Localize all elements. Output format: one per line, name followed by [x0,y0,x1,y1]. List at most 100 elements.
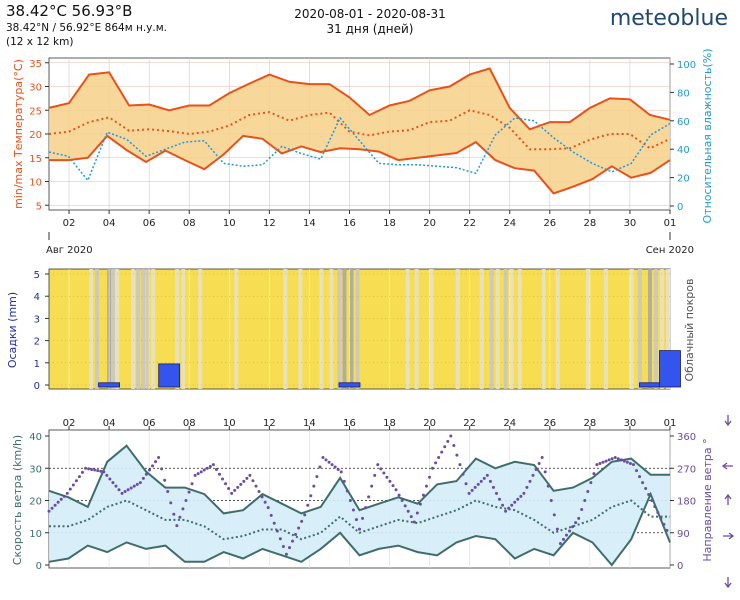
wind-direction-point [77,475,81,479]
cloud-cover-stripe [146,269,151,389]
wind-direction-point [589,481,593,485]
cloud-cover-stripe [298,269,303,389]
direction-ytick-label: 0 [677,561,683,572]
wind-direction-point [50,506,54,510]
precip-bar [639,382,661,388]
wind-direction-point [324,458,328,462]
wind-direction-point [558,542,562,545]
temp-xtick-label: 08 [183,218,196,229]
wind-direction-point [400,499,404,502]
wind-direction-point [644,487,648,491]
wind-xtick-label: 26 [543,418,556,429]
temp-min-line [49,134,671,195]
cloud-cover-stripe [89,269,94,389]
wind-ytick-label: 40 [29,432,42,443]
cloud-cover-stripe [503,269,508,389]
wind-xtick-label: 12 [263,418,276,429]
wind-direction-point [257,490,261,494]
wind-direction-point [650,499,654,502]
cloud-cover-stripe [509,269,514,389]
cloud-cover-stripe [585,269,590,389]
wind-direction-point [184,499,188,502]
temp-xtick-label: 26 [543,218,556,229]
wind-direction-point [169,501,173,505]
temp-xtick-label: 28 [584,218,597,229]
wind-direction-point [394,488,398,492]
wind-direction-point [364,506,368,510]
wind-direction-point [68,487,72,491]
temp-xtick-label: 24 [503,218,516,229]
wind-direction-point [367,495,371,499]
wind-direction-point [604,459,608,463]
wind-direction-point [245,476,249,480]
wind-direction-point [105,473,109,477]
wind-direction-point [571,525,575,529]
wind-direction-point [415,511,419,515]
wind-direction-point [102,470,106,474]
cloud-cover-stripe [414,269,419,389]
cloud-cover-stripe [455,269,460,389]
wind-direction-point [409,515,413,519]
wind-direction-point [309,494,313,498]
days-count: 31 дня (дней) [326,22,414,36]
wind-direction-point [549,499,553,502]
wind-direction-point [199,470,203,474]
meteoblue-logo[interactable]: meteoblue [609,6,728,31]
wind-direction-point [361,516,365,520]
wind-direction-point [126,488,130,492]
wind-direction-point [248,473,252,477]
wind-direction-point [294,533,298,537]
direction-axis-label: Направление ветра ° [701,438,714,561]
cloud-cover-stripe [603,269,608,389]
cloud-cover-stripe [637,269,642,389]
wind-direction-point [315,475,319,479]
wind-direction-point [431,466,435,470]
wind-direction-point [281,544,285,548]
cloud-cover-stripe [131,269,136,389]
wind-direction-point [421,493,425,497]
cloud-cover-stripe [355,269,360,389]
wind-direction-point [638,475,642,479]
wind-xtick-label: 04 [103,418,116,429]
wind-xtick-label: 24 [503,418,516,429]
wind-direction-point [440,450,444,454]
cloud-cover-stripe [647,269,652,389]
wind-direction-point [217,472,221,476]
cloud-cover-stripe [234,269,239,389]
wind-direction-point [214,467,218,471]
wind-direction-point [516,497,520,501]
wind-direction-point [403,504,407,508]
wind-direction-point [160,467,164,471]
wind-direction-point [230,491,234,495]
coordinates-elevation: 38.42°N / 56.92°E 864м н.у.м. [6,22,167,34]
cloud-cover-stripe [283,269,288,389]
wind-min-line [48,491,671,567]
precip-ytick-label: 0 [34,381,40,392]
humidity-ytick-label: 100 [677,60,696,71]
wind-direction-point [93,468,97,472]
precip-ytick-label: 2 [34,337,40,348]
wind-direction-point [53,503,57,507]
wind-direction-point [543,470,547,474]
wind-xtick-label: 16 [343,418,356,429]
wind-direction-point [461,472,465,476]
wind-direction-point [498,497,502,501]
wind-direction-point [117,488,121,492]
wind-direction-point [619,458,623,462]
wind-direction-point [449,434,453,438]
wind-direction-point [659,516,663,520]
cloud-cover-stripe [198,269,203,389]
wind-direction-point [208,464,212,468]
wind-direction-point [540,456,544,459]
wind-direction-point [561,537,565,541]
grid-resolution: (12 x 12 km) [6,36,74,48]
precip-axis-label: Осадки (mm) [6,292,19,368]
wind-direction-point [455,453,459,457]
wind-direction-point [522,491,526,495]
cloud-cover-stripe [495,269,500,389]
precip-bar [338,382,361,388]
wind-direction-point [473,485,477,489]
wind-direction-point [546,484,550,488]
wind-axis-label: Скорость ветра (km/h) [11,435,24,565]
